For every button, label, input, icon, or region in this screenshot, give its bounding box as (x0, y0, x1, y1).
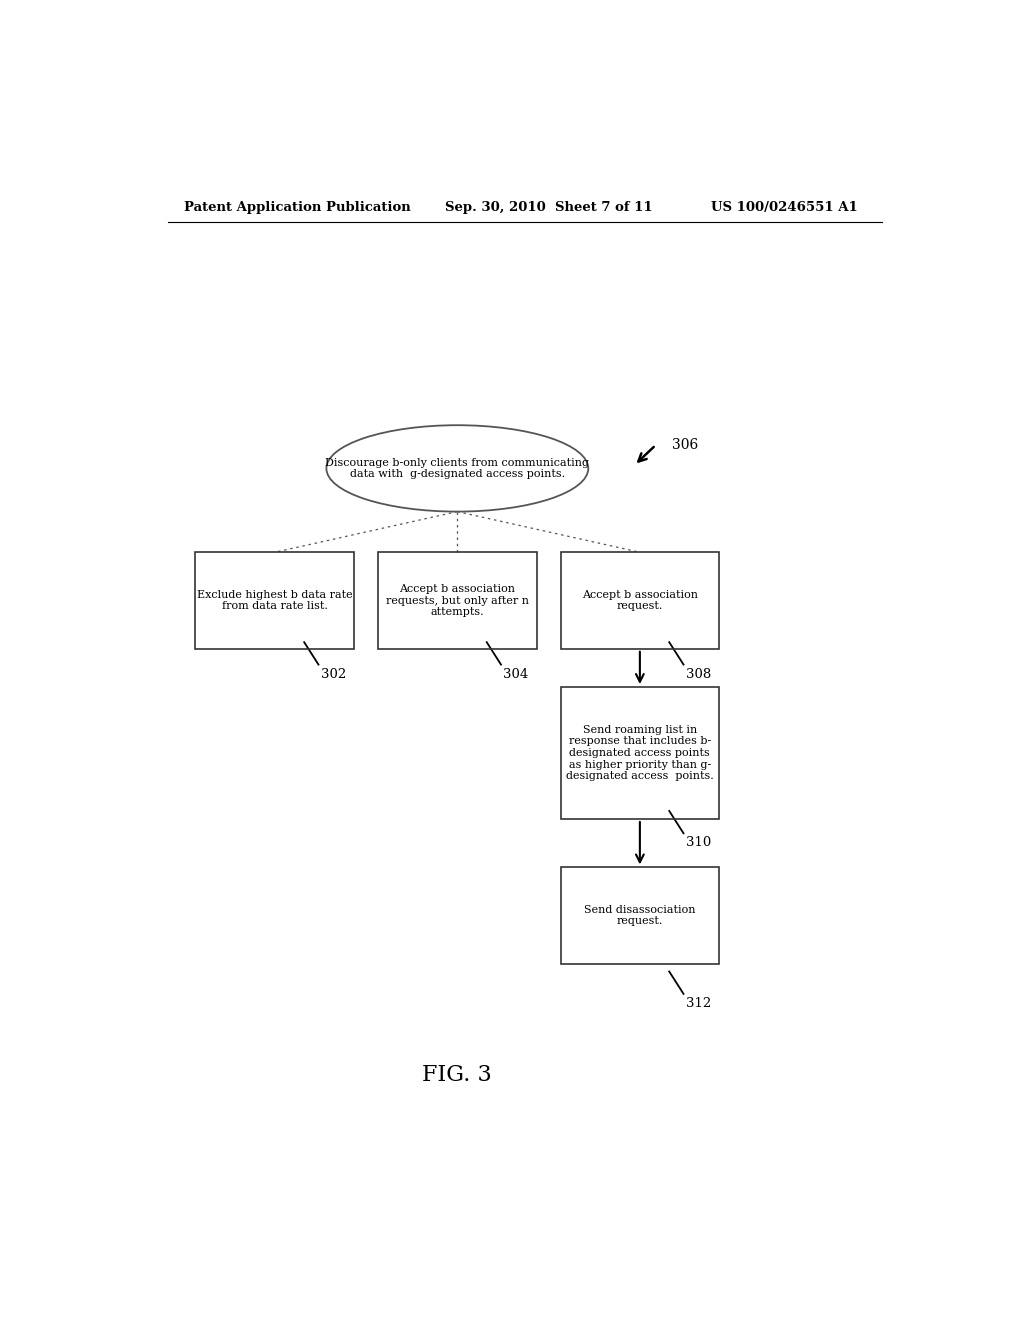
Text: Exclude highest b data rate
from data rate list.: Exclude highest b data rate from data ra… (197, 590, 352, 611)
Text: FIG. 3: FIG. 3 (423, 1064, 493, 1086)
Bar (560, 686, 719, 818)
Text: 310: 310 (686, 837, 711, 849)
Bar (196, 552, 354, 649)
Text: US 100/0246551 A1: US 100/0246551 A1 (712, 201, 858, 214)
Bar (560, 867, 719, 964)
Text: Sep. 30, 2010  Sheet 7 of 11: Sep. 30, 2010 Sheet 7 of 11 (445, 201, 653, 214)
Text: Send roaming list in
response that includes b-
designated access points
as highe: Send roaming list in response that inclu… (566, 725, 714, 781)
Text: Accept b association
request.: Accept b association request. (582, 590, 698, 611)
Text: Discourage b-only clients from communicating
data with  g-designated access poin: Discourage b-only clients from communica… (326, 458, 590, 479)
Text: Patent Application Publication: Patent Application Publication (183, 201, 411, 214)
Text: 302: 302 (321, 668, 346, 681)
Text: 306: 306 (672, 438, 698, 451)
Bar (378, 552, 537, 649)
Bar (560, 552, 719, 649)
Text: 308: 308 (686, 668, 711, 681)
Text: 304: 304 (504, 668, 528, 681)
Text: Accept b association
requests, but only after n
attempts.: Accept b association requests, but only … (386, 583, 528, 618)
Text: 312: 312 (686, 997, 711, 1010)
Text: Send disassociation
request.: Send disassociation request. (584, 904, 695, 927)
